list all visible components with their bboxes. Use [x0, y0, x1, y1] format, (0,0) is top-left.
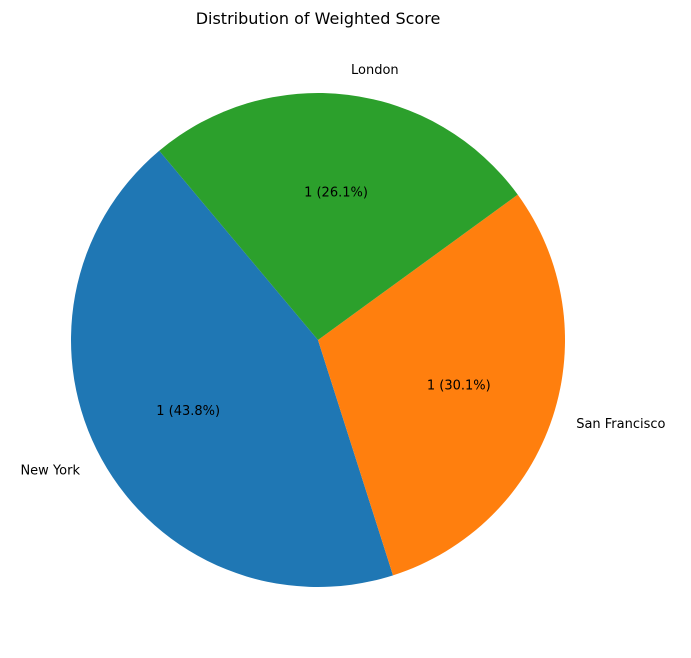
slice-label-san-francisco: San Francisco	[576, 417, 665, 432]
pie-slice-san-francisco	[318, 194, 565, 576]
pie-slices	[70, 93, 565, 588]
pie-labels: New York 1 (43.8%) San Francisco 1 (30.1%) L…	[20, 63, 665, 479]
pie-slice-new-york	[70, 150, 394, 588]
slice-label-new-york: New York	[20, 464, 80, 479]
slice-value-london: 1 (26.1%)	[304, 185, 368, 200]
pie-slice-london	[159, 93, 518, 340]
slice-value-san-francisco: 1 (30.1%)	[427, 379, 491, 394]
slice-label-london: London	[351, 63, 399, 78]
chart-title: Distribution of Weighted Score	[196, 9, 441, 28]
slice-value-new-york: 1 (43.8%)	[156, 404, 220, 419]
